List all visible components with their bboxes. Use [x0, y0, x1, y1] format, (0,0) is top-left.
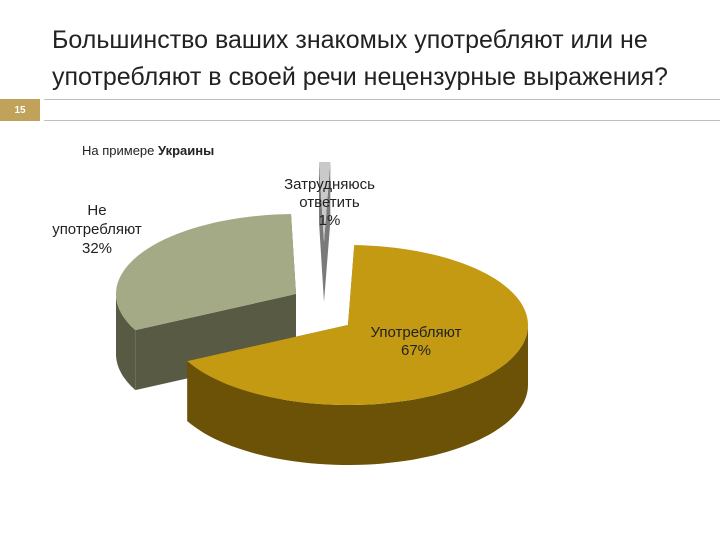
- slice-undecided-side: [319, 162, 331, 302]
- slice-undecided-top: [319, 162, 331, 242]
- header-rule: 15: [0, 99, 720, 121]
- subtitle-prefix: На примере: [82, 143, 155, 158]
- slice-undecided-cut-1: [324, 162, 331, 302]
- slice-not-use-top: [116, 214, 296, 331]
- chart-subtitle: На примере Украины: [82, 143, 214, 158]
- slice-undecided-cut-0: [319, 162, 324, 302]
- slice-label-not-use-name: Не употребляют: [52, 202, 142, 238]
- slice-label-not-use: Не употребляют 32%: [34, 201, 160, 258]
- slice-not-use-wall: [116, 294, 136, 391]
- slide-number: 15: [0, 99, 40, 121]
- slice-label-undecided: Затрудняюсь ответить 1%: [262, 176, 397, 230]
- slice-label-undecided-name: Затрудняюсь ответить: [284, 176, 375, 211]
- slice-label-use: Употребляют 67%: [346, 324, 486, 360]
- slice-use-top: [187, 245, 529, 405]
- slice-label-use-value: 67%: [400, 342, 432, 359]
- rule-line: [44, 99, 720, 121]
- subtitle-country: Украины: [158, 143, 215, 158]
- slide-title: Большинство ваших знакомых употребляют и…: [52, 26, 668, 91]
- slice-use-wall: [187, 325, 529, 465]
- slice-label-use-name: Употребляют: [370, 324, 462, 341]
- slice-not-use-cut-0: [135, 294, 296, 391]
- slice-label-not-use-value: 32%: [81, 240, 113, 257]
- slice-label-undecided-value: 1%: [318, 212, 341, 229]
